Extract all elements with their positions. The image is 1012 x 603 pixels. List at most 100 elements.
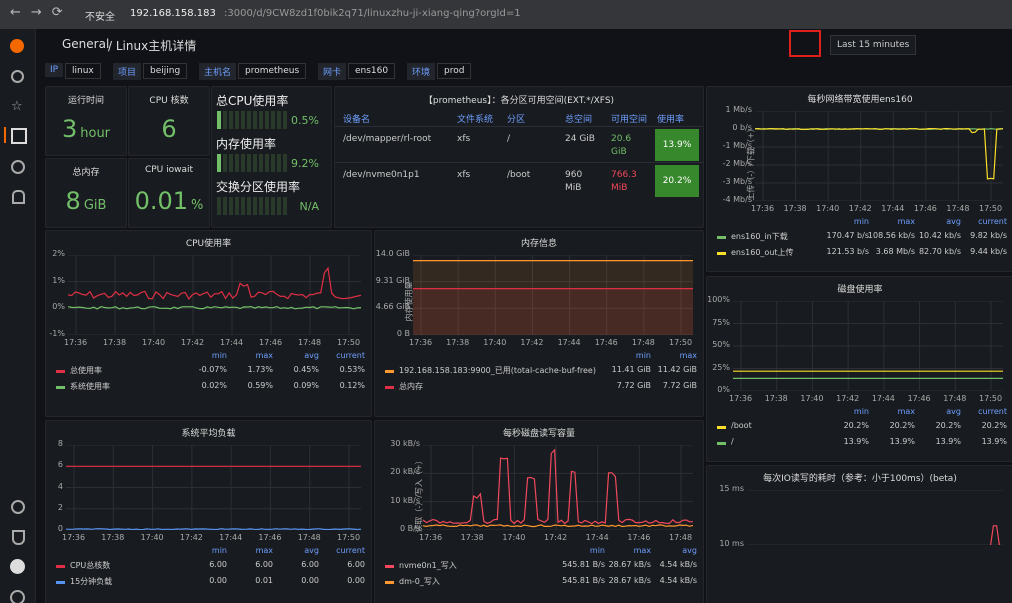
- variable-value[interactable]: ens160: [348, 63, 396, 79]
- stat-unit: %: [191, 198, 204, 213]
- x-tick-label: 17:44: [557, 338, 581, 347]
- gauge-segment: [271, 111, 275, 129]
- help-icon[interactable]: [10, 590, 25, 603]
- table-cell: 766.3 MiB: [611, 170, 637, 193]
- legend-value: 6.00: [255, 560, 273, 569]
- x-tick-label: 17:40: [800, 394, 824, 403]
- legend-value: 0.45%: [293, 365, 319, 374]
- legend-value: 13.9%: [935, 437, 961, 446]
- explore-icon[interactable]: [11, 160, 25, 174]
- x-tick-label: 17:46: [907, 394, 931, 403]
- x-tick-label: 17:42: [836, 394, 860, 403]
- gauge-segment: [265, 197, 269, 215]
- variable-value[interactable]: prometheus: [238, 63, 307, 79]
- y-tick-label: 6: [57, 460, 63, 470]
- x-tick-label: 17:40: [140, 533, 164, 542]
- stat-unit: GiB: [83, 198, 107, 213]
- legend-value: 28.67 kB/s: [608, 560, 651, 569]
- x-tick-label: 17:46: [259, 338, 283, 347]
- gauge-segment: [217, 154, 221, 172]
- variable-label: 主机名: [199, 63, 237, 80]
- avatar[interactable]: [10, 559, 25, 574]
- dashboards-icon[interactable]: [11, 128, 27, 144]
- star-icon[interactable]: ☆: [11, 99, 23, 114]
- variable-value[interactable]: prod: [437, 63, 472, 79]
- legend-value: 6.00: [347, 560, 365, 569]
- plot: [66, 445, 361, 530]
- time-picker[interactable]: Last 15 minutes: [830, 35, 917, 55]
- x-tick-label: 17:38: [101, 533, 125, 542]
- y-tick-label: 4: [57, 481, 63, 491]
- y-tick-label: 2%: [52, 249, 65, 258]
- x-tick-label: 17:44: [871, 394, 895, 403]
- y-tick-label: -1 Mb/s: [722, 141, 752, 150]
- legend-header: avg: [304, 351, 319, 360]
- series-line: [66, 528, 361, 530]
- gauge-segment: [247, 111, 251, 129]
- legend-value: 4.54 kB/s: [659, 576, 697, 585]
- search-icon[interactable]: [11, 70, 24, 83]
- gauge-title: 总CPU使用率: [216, 94, 289, 108]
- variable-value[interactable]: linux: [65, 63, 101, 79]
- table-cell: 960 MiB: [565, 170, 583, 193]
- legend-swatch: [717, 442, 726, 445]
- table-header: 分区: [507, 115, 526, 125]
- variable-label: IP: [45, 63, 64, 77]
- y-tick-label: 1%: [52, 275, 65, 285]
- logo[interactable]: [10, 39, 24, 53]
- plot: [423, 445, 693, 530]
- row-border: [335, 126, 703, 127]
- legend-header: avg: [946, 407, 961, 416]
- graph-title: 每秒网络带宽使用ens160: [807, 95, 913, 105]
- stat-value: 3: [61, 115, 78, 143]
- gauge-segment: [217, 111, 221, 129]
- y-tick-label: 0 B: [396, 329, 410, 338]
- series-line: [755, 127, 1003, 180]
- y-tick-label: -2 Mb/s: [722, 159, 752, 168]
- legend-value: 3.68 Mb/s: [875, 247, 915, 256]
- legend-header: max: [897, 407, 915, 416]
- table-cell: 24 GiB: [565, 134, 595, 144]
- gauge-segment: [223, 197, 227, 215]
- gauge-value: 9.2%: [291, 157, 319, 170]
- legend-name: /: [731, 437, 734, 446]
- legend-value: 13.9%: [889, 437, 915, 446]
- sidebar: ☆: [0, 29, 36, 603]
- y-tick-label: 9.31 GiB: [375, 275, 410, 285]
- graph-panel: 每次IO读写的耗时（参考：小于100ms）(beta) 15 ms 10 ms: [706, 465, 1012, 603]
- legend-header: current: [978, 407, 1007, 416]
- x-tick-label: 17:48: [297, 533, 321, 542]
- shield-icon[interactable]: [12, 530, 25, 545]
- gauge-segment: [253, 154, 257, 172]
- x-tick-label: 17:38: [446, 338, 470, 347]
- x-tick-label: 17:44: [219, 533, 243, 542]
- x-tick-label: 17:36: [62, 533, 86, 542]
- browser-bar: [0, 0, 1012, 29]
- legend-value: 6.00: [301, 560, 319, 569]
- legend-value: 545.81 B/s: [562, 560, 605, 569]
- legend-value: 0.59%: [247, 381, 273, 390]
- legend-name: 总使用率: [70, 366, 102, 375]
- legend-value: 0.09%: [293, 381, 319, 390]
- legend-value: 0.01: [255, 576, 273, 585]
- x-tick-label: 17:40: [142, 338, 166, 347]
- table-cell: xfs: [457, 170, 471, 180]
- table-cell: /: [507, 134, 511, 144]
- stat-panel: CPU 核数 6: [128, 86, 210, 156]
- gauge-title: 内存使用率: [216, 137, 277, 151]
- alert-icon[interactable]: [12, 190, 25, 204]
- gauge-segment: [229, 111, 233, 129]
- x-tick-label: 17:36: [729, 394, 753, 403]
- y-tick-label: -3 Mb/s: [722, 177, 752, 186]
- settings-icon[interactable]: [11, 500, 25, 514]
- legend-value: 20.2%: [935, 421, 961, 430]
- url-rest: :3000/d/9CW8zd1f0bik2q71/linuxzhu-ji-xia…: [224, 8, 521, 19]
- plot: [755, 111, 1003, 201]
- legend-value: 0.00: [301, 576, 319, 585]
- gauge-segment: [283, 197, 287, 215]
- x-tick-label: 17:42: [520, 338, 544, 347]
- legend-swatch: [717, 426, 726, 429]
- variable-value[interactable]: beijing: [143, 63, 188, 79]
- x-tick-label: 17:50: [337, 533, 361, 542]
- legend-swatch: [385, 565, 394, 568]
